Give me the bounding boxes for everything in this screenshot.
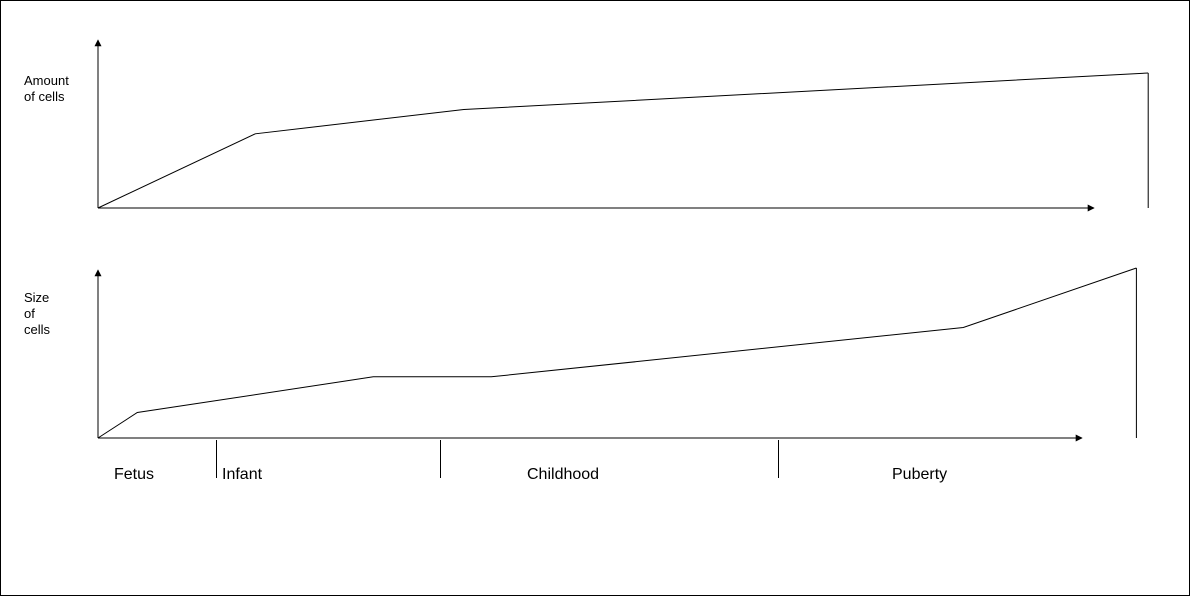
phase-label-puberty: Puberty [892, 466, 947, 483]
bottom-ylabel-line: of [24, 306, 35, 321]
phase-label-childhood: Childhood [527, 466, 599, 483]
top-series-group [97, 72, 1149, 209]
top-ylabel-line: of cells [24, 89, 65, 104]
phase-dividers [216, 440, 779, 478]
phase-labels: Fetus Infant Childhood Puberty [114, 466, 947, 483]
phase-label-infant: Infant [222, 466, 263, 483]
bottom-ylabel-line: cells [24, 322, 51, 337]
phase-label-fetus: Fetus [114, 466, 154, 483]
bottom-series-group [97, 267, 1137, 439]
top-ylabel-line: Amount [24, 73, 69, 88]
top-series-line [97, 72, 1149, 209]
bottom-series-line [97, 267, 1137, 439]
bottom-ylabel-line: Size [24, 290, 49, 305]
